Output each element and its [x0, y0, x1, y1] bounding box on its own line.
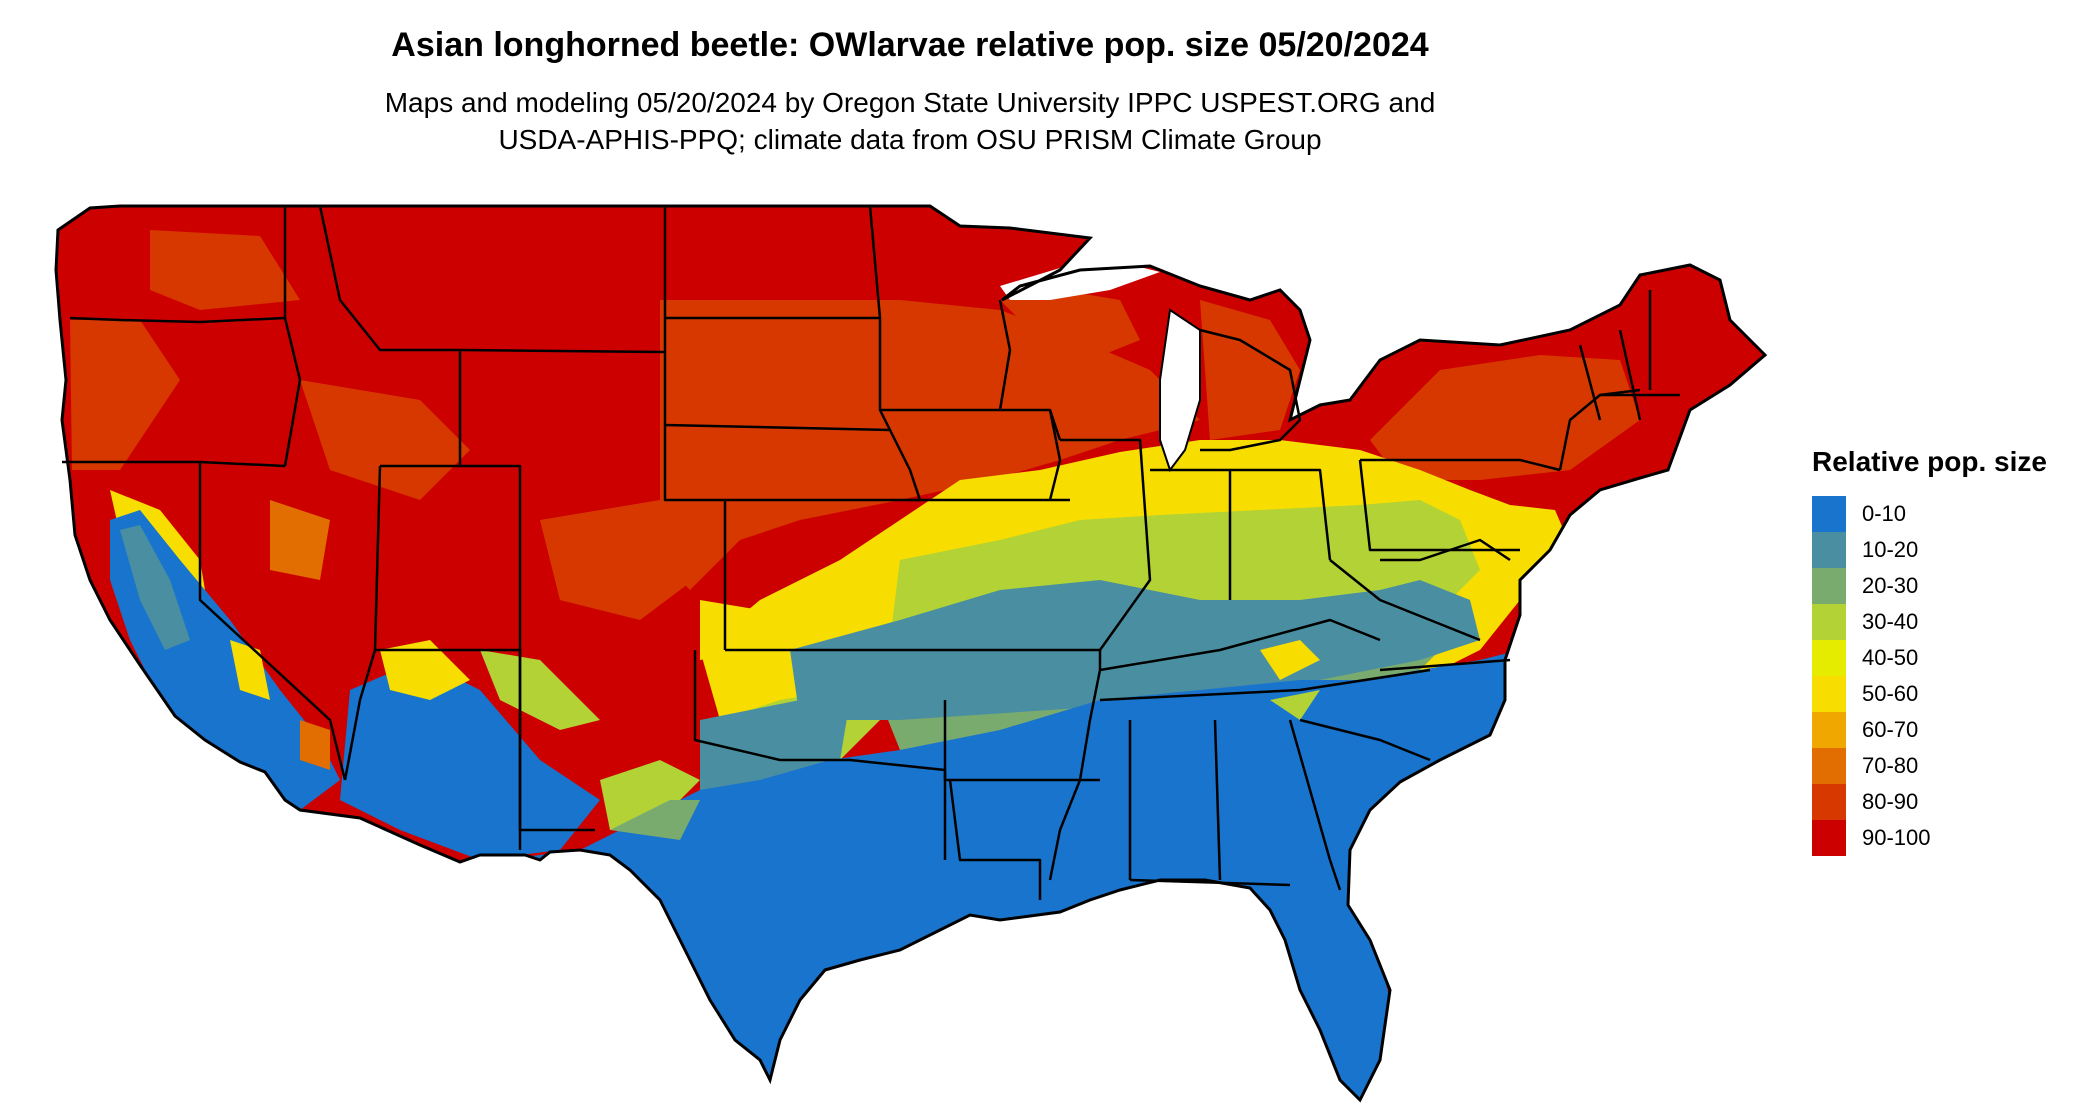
- legend-item: 60-70: [1812, 712, 2047, 748]
- lake-superior: [1000, 262, 1160, 300]
- legend-label: 30-40: [1862, 609, 1919, 634]
- legend-item: 0-10: [1812, 496, 2047, 532]
- legend-label: 90-100: [1862, 825, 1931, 850]
- map-title: Asian longhorned beetle: OWlarvae relati…: [391, 26, 1429, 64]
- legend-item: 40-50: [1812, 640, 2047, 676]
- legend-label: 70-80: [1862, 753, 1919, 778]
- map-subtitle: Maps and modeling 05/20/2024 by Oregon S…: [0, 84, 1820, 158]
- state-borders: [62, 205, 1680, 900]
- legend-swatch: [1812, 820, 1846, 856]
- legend-swatch: [1812, 496, 1846, 532]
- legend-items: 0-10 10-20 20-30 30-40 40-50 50-60 60-70 70-80 8…: [1812, 496, 2047, 856]
- legend-item: 10-20: [1812, 532, 2047, 568]
- legend-label: 20-30: [1862, 573, 1919, 598]
- legend-swatch: [1812, 712, 1846, 748]
- legend-label: 50-60: [1862, 681, 1919, 706]
- legend-swatch: [1812, 676, 1846, 712]
- legend-label: 80-90: [1862, 789, 1919, 814]
- legend-swatch: [1812, 532, 1846, 568]
- legend-label: 0-10: [1862, 501, 1907, 526]
- legend-item: 80-90: [1812, 784, 2047, 820]
- legend-swatch: [1812, 784, 1846, 820]
- legend-swatch: [1812, 640, 1846, 676]
- legend-swatch: [1812, 568, 1846, 604]
- legend-item: 90-100: [1812, 820, 2047, 856]
- legend-label: 10-20: [1862, 537, 1919, 562]
- legend: Relative pop. size 0-10 10-20 20-30 30-40 40…: [1812, 446, 2047, 856]
- legend-swatch: [1812, 604, 1846, 640]
- legend-title: Relative pop. size: [1812, 446, 2047, 477]
- legend-item: 70-80: [1812, 748, 2047, 784]
- subtitle-line-1: Maps and modeling 05/20/2024 by Oregon S…: [384, 87, 1436, 118]
- us-outline: [54, 204, 1768, 1103]
- legend-item: 20-30: [1812, 568, 2047, 604]
- legend-label: 40-50: [1862, 645, 1919, 670]
- legend-item: 50-60: [1812, 676, 2047, 712]
- legend-swatch: [1812, 748, 1846, 784]
- legend-item: 30-40: [1812, 604, 2047, 640]
- subtitle-line-2: USDA-APHIS-PPQ; climate data from OSU PR…: [498, 124, 1322, 155]
- legend-label: 60-70: [1862, 717, 1919, 742]
- lake-michigan: [1159, 308, 1201, 473]
